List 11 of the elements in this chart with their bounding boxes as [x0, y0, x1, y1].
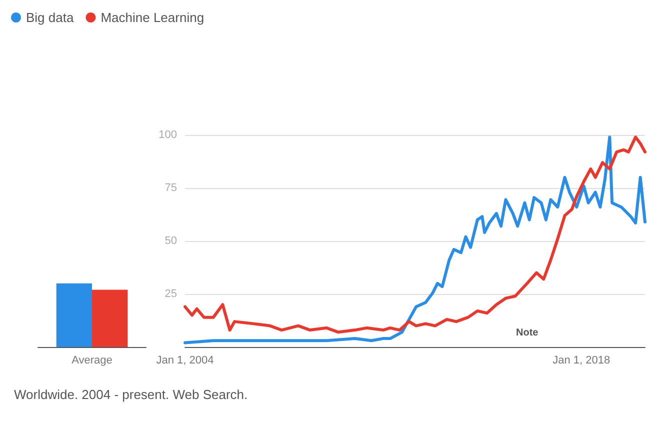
y-tick-label: 100 [158, 129, 177, 141]
annotation: Note [516, 328, 539, 338]
y-tick-label: 75 [164, 182, 177, 194]
x-tick-label: Jan 1, 2004 [156, 354, 214, 366]
legend-label: Machine Learning [100, 10, 204, 25]
x-tick-label: Jan 1, 2018 [552, 354, 610, 366]
text: Worldwide. 2004 - present. Web Search. [14, 387, 248, 402]
legend-label: Big data [26, 10, 74, 25]
y-tick-label: 50 [164, 235, 177, 247]
x-tick-label: Average [72, 354, 112, 366]
y-tick-label: 25 [164, 288, 177, 300]
